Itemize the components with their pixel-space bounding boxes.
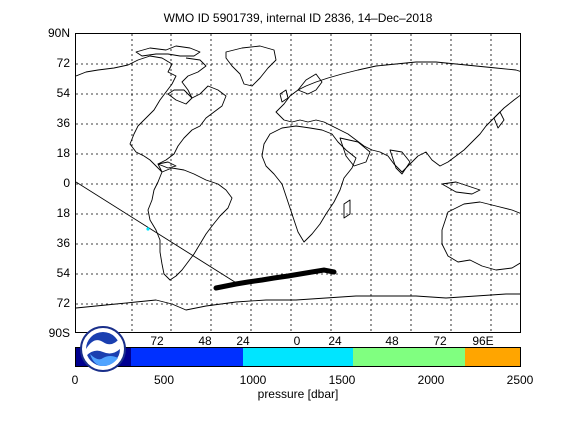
world-map bbox=[76, 34, 520, 332]
india bbox=[389, 149, 411, 175]
lat-label-equator: 0 bbox=[63, 176, 70, 190]
lon-label-72e: 72 bbox=[433, 334, 447, 348]
colorbar-band-5 bbox=[464, 348, 520, 366]
scandinavia bbox=[297, 73, 323, 95]
lat-label-72s: 72 bbox=[56, 296, 70, 310]
track-point-shallow bbox=[146, 227, 150, 231]
lon-label-72w: 72 bbox=[150, 334, 164, 348]
australia-coast bbox=[441, 201, 520, 271]
africa-coast bbox=[261, 125, 357, 243]
colorbar-band-4 bbox=[353, 348, 465, 366]
madagascar bbox=[343, 199, 351, 219]
lon-label-96e: 96E bbox=[472, 334, 494, 348]
lat-label-36n: 36 bbox=[56, 116, 70, 130]
lat-label-54s: 54 bbox=[56, 266, 70, 280]
colorbar-band-3 bbox=[242, 348, 354, 366]
lat-label-18n: 18 bbox=[56, 146, 70, 160]
south-america-coast bbox=[147, 167, 233, 281]
lat-label-36s: 36 bbox=[56, 236, 70, 250]
cuba bbox=[157, 161, 177, 169]
lon-label-0: 0 bbox=[293, 334, 301, 348]
eurasia-coast bbox=[275, 61, 520, 173]
track-line bbox=[76, 181, 239, 285]
antarctica-coast bbox=[76, 293, 520, 311]
float-track bbox=[76, 181, 337, 291]
arctic-islands bbox=[135, 45, 201, 57]
british-isles bbox=[279, 89, 289, 103]
colorbar-tick-0: 0 bbox=[71, 373, 79, 387]
graticule bbox=[76, 34, 520, 332]
north-america-coast bbox=[76, 55, 227, 173]
lat-label-90n: 90N bbox=[47, 26, 70, 40]
coastlines bbox=[76, 45, 520, 311]
colorbar-tick-1500: 1500 bbox=[328, 373, 356, 387]
colorbar-tick-1000: 1000 bbox=[239, 373, 267, 387]
lon-label-48e: 48 bbox=[385, 334, 399, 348]
hudson-bay bbox=[167, 89, 193, 105]
lon-label-48w: 48 bbox=[198, 334, 212, 348]
map-panel bbox=[75, 33, 521, 333]
japan bbox=[493, 111, 505, 129]
lat-label-18s: 18 bbox=[56, 206, 70, 220]
greenland bbox=[225, 45, 277, 87]
colorbar-label: pressure [dbar] bbox=[257, 387, 339, 401]
lon-label-24e: 24 bbox=[328, 334, 342, 348]
colorbar-band-2 bbox=[131, 348, 243, 366]
colorbar-tick-2000: 2000 bbox=[417, 373, 445, 387]
arabia bbox=[339, 137, 371, 167]
plot-title: WMO ID 5901739, internal ID 2836, 14–Dec… bbox=[163, 11, 433, 25]
pressure-colorbar bbox=[75, 347, 521, 367]
colorbar-tick-2500: 2500 bbox=[506, 373, 534, 387]
lat-label-90s: 90S bbox=[48, 326, 70, 340]
lon-label-24w: 24 bbox=[236, 334, 250, 348]
noaa-logo-icon bbox=[80, 326, 126, 372]
lat-label-54n: 54 bbox=[56, 86, 70, 100]
lat-label-72n: 72 bbox=[56, 56, 70, 70]
indonesia bbox=[441, 181, 481, 195]
colorbar-tick-500: 500 bbox=[153, 373, 175, 387]
track-segment bbox=[213, 267, 337, 291]
